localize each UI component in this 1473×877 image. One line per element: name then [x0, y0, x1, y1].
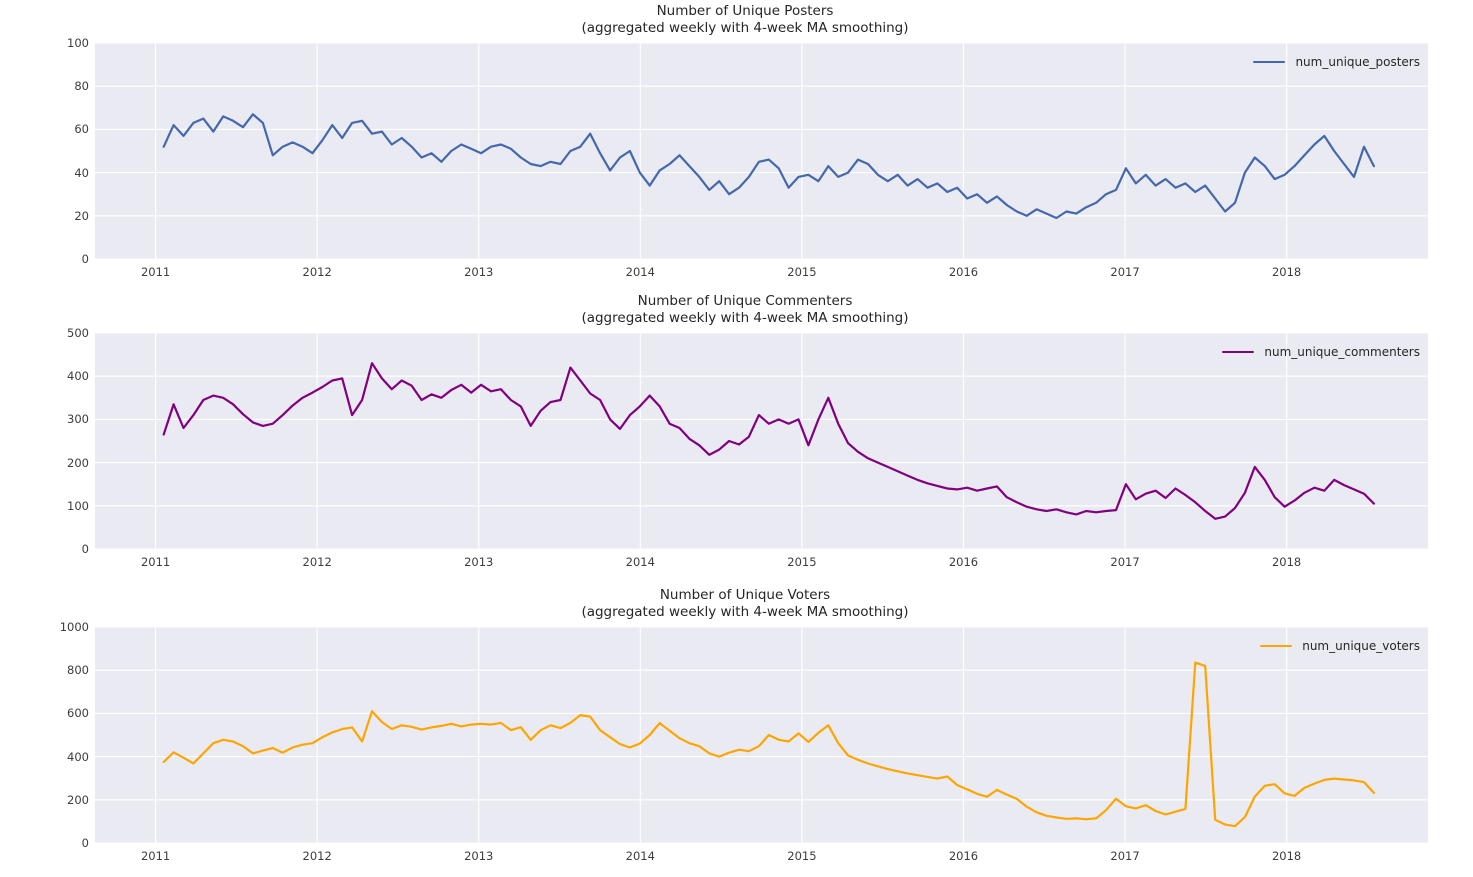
x-tick-label: 2017 — [1110, 265, 1140, 279]
x-tick-label: 2014 — [625, 849, 655, 863]
y-tick-label: 1000 — [59, 620, 89, 634]
y-tick-label: 0 — [81, 542, 89, 556]
legend: num_unique_commenters — [1222, 343, 1420, 361]
y-tick-label: 400 — [67, 749, 89, 764]
x-tick-label: 2012 — [302, 849, 332, 863]
x-tick-label: 2011 — [140, 555, 171, 569]
series-line-num_unique_posters — [162, 113, 1376, 220]
y-tick-label: 100 — [67, 498, 89, 513]
chart-header: Number of Unique Voters (aggregated week… — [95, 587, 1395, 621]
x-tick-label: 2016 — [948, 265, 979, 279]
x-tick-label: 2018 — [1271, 849, 1302, 863]
legend-label: num_unique_commenters — [1264, 345, 1420, 359]
series-line-num_unique_commenters — [162, 362, 1376, 520]
x-tick-label: 2011 — [140, 265, 171, 279]
series-line-num_unique_voters — [162, 661, 1376, 828]
legend-line-swatch — [1222, 351, 1255, 353]
commenters-chart: Number of Unique Commenters (aggregated … — [0, 293, 1473, 583]
y-tick-label: 100 — [67, 36, 89, 50]
y-tick-label: 800 — [67, 663, 89, 678]
y-tick-label: 80 — [74, 79, 89, 94]
plot-area: num_unique_voters — [95, 627, 1428, 843]
chart-subtitle: (aggregated weekly with 4-week MA smooth… — [581, 604, 909, 620]
x-tick-label: 2011 — [140, 849, 171, 863]
num_unique_commenters-plot-svg — [95, 333, 1428, 549]
y-tick-label: 200 — [67, 455, 89, 470]
plot-area: num_unique_commenters — [95, 333, 1428, 549]
x-tick-label: 2015 — [787, 849, 817, 863]
x-tick-label: 2017 — [1110, 849, 1140, 863]
legend: num_unique_voters — [1260, 637, 1420, 655]
num_unique_voters-plot-svg — [95, 627, 1428, 843]
chart-title: Number of Unique Voters — [659, 587, 831, 603]
y-tick-label: 40 — [74, 165, 89, 180]
chart-header: Number of Unique Commenters (aggregated … — [95, 293, 1395, 327]
legend-line-swatch — [1253, 61, 1286, 63]
y-tick-label: 300 — [67, 412, 89, 427]
x-tick-label: 2017 — [1110, 555, 1140, 569]
y-tick-label: 60 — [74, 122, 89, 137]
x-tick-label: 2016 — [948, 555, 979, 569]
x-tick-label: 2018 — [1271, 265, 1302, 279]
legend-line-swatch — [1260, 645, 1293, 647]
y-tick-label: 400 — [67, 369, 89, 384]
x-tick-label: 2014 — [625, 555, 655, 569]
y-tick-label: 20 — [74, 208, 89, 223]
voters-chart: Number of Unique Voters (aggregated week… — [0, 587, 1473, 877]
y-tick-label: 0 — [81, 252, 89, 266]
x-tick-label: 2013 — [464, 555, 494, 569]
legend-label: num_unique_posters — [1295, 55, 1420, 69]
y-tick-label: 500 — [67, 326, 89, 340]
y-tick-label: 0 — [81, 836, 89, 850]
x-tick-label: 2014 — [625, 265, 655, 279]
chart-subtitle: (aggregated weekly with 4-week MA smooth… — [581, 20, 909, 36]
legend-label: num_unique_voters — [1302, 639, 1420, 653]
x-tick-label: 2013 — [464, 849, 494, 863]
chart-subtitle: (aggregated weekly with 4-week MA smooth… — [581, 310, 909, 326]
posters-chart: Number of Unique Posters (aggregated wee… — [0, 3, 1473, 293]
x-tick-label: 2012 — [302, 555, 332, 569]
x-tick-label: 2015 — [787, 265, 817, 279]
legend: num_unique_posters — [1253, 53, 1420, 71]
chart-title: Number of Unique Posters — [656, 3, 834, 19]
y-tick-label: 600 — [67, 706, 89, 721]
x-tick-label: 2016 — [948, 849, 979, 863]
chart-header: Number of Unique Posters (aggregated wee… — [95, 3, 1395, 37]
plot-area: num_unique_posters — [95, 43, 1428, 259]
x-tick-label: 2018 — [1271, 555, 1302, 569]
chart-title: Number of Unique Commenters — [637, 293, 853, 309]
x-tick-label: 2015 — [787, 555, 817, 569]
x-tick-label: 2012 — [302, 265, 332, 279]
x-tick-label: 2013 — [464, 265, 494, 279]
y-tick-label: 200 — [67, 792, 89, 807]
num_unique_posters-plot-svg — [95, 43, 1428, 259]
